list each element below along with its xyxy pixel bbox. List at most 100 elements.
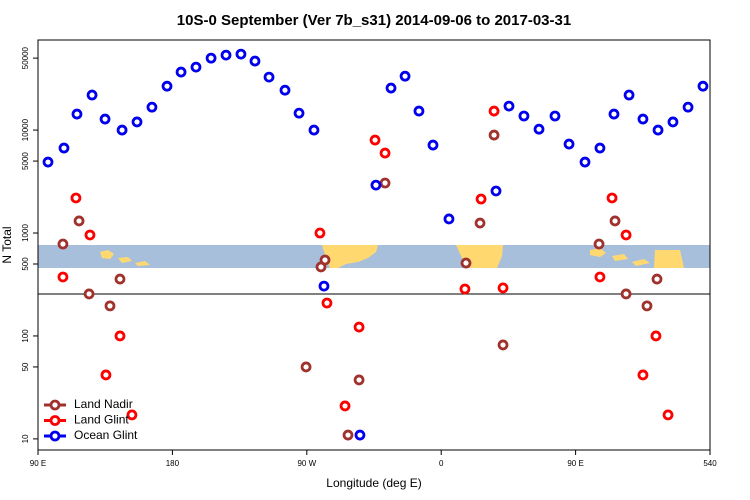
legend-label: Land Nadir	[74, 397, 133, 411]
point	[57, 271, 69, 283]
point	[662, 409, 674, 421]
point	[488, 105, 500, 117]
point	[114, 273, 126, 285]
x-tick-label: 540	[703, 459, 717, 468]
point	[263, 71, 275, 83]
point	[146, 101, 158, 113]
map-strip	[38, 245, 710, 268]
ocean-band	[38, 245, 710, 268]
land	[590, 248, 684, 268]
point	[549, 110, 561, 122]
point	[353, 321, 365, 333]
y-tick-label: 50000	[21, 46, 30, 69]
point	[490, 185, 502, 197]
point	[175, 66, 187, 78]
y-tick-label: 100	[21, 329, 30, 343]
land	[322, 245, 378, 268]
point	[563, 138, 575, 150]
y-tick-label: 5000	[21, 152, 30, 170]
point	[620, 229, 632, 241]
y-tick-label: 500	[21, 257, 30, 271]
point	[339, 400, 351, 412]
point	[460, 257, 472, 269]
point	[57, 238, 69, 250]
y-tick-label: 1000	[21, 224, 30, 242]
point	[606, 192, 618, 204]
x-tick-label: 180	[166, 459, 180, 468]
legend-marker	[49, 415, 61, 426]
point	[594, 271, 606, 283]
point	[161, 80, 173, 92]
y-tick-label: 10	[21, 434, 30, 443]
legend-marker	[49, 399, 61, 411]
point	[279, 84, 291, 96]
point	[651, 273, 663, 285]
point	[609, 215, 621, 227]
point	[99, 113, 111, 125]
point	[73, 215, 85, 227]
legend-label: Ocean Glint	[74, 428, 138, 442]
point	[459, 283, 471, 295]
point	[308, 124, 320, 136]
point	[318, 280, 330, 292]
point	[637, 113, 649, 125]
point	[579, 156, 591, 168]
point	[682, 101, 694, 113]
point	[104, 300, 116, 312]
y-tick-label: 10000	[21, 118, 30, 141]
point	[503, 100, 515, 112]
point	[235, 48, 247, 60]
x-tick-label: 90 E	[567, 459, 583, 468]
point	[379, 147, 391, 159]
point	[427, 139, 439, 151]
point	[399, 70, 411, 82]
y-tick-label: 50	[21, 362, 30, 371]
point	[131, 116, 143, 128]
point	[593, 238, 605, 250]
point	[385, 82, 397, 94]
point	[83, 288, 95, 300]
point	[71, 108, 83, 120]
point	[623, 89, 635, 101]
point	[474, 217, 486, 229]
point	[315, 261, 327, 273]
point	[114, 330, 126, 342]
point	[321, 297, 333, 309]
point	[70, 192, 82, 204]
point	[354, 429, 366, 441]
x-tick-label: 0	[439, 459, 444, 468]
point	[370, 179, 382, 191]
point	[488, 129, 500, 141]
legend-marker	[49, 430, 61, 442]
point	[667, 116, 679, 128]
land	[100, 250, 150, 266]
point	[650, 330, 662, 342]
point	[594, 142, 606, 154]
point	[126, 409, 138, 421]
point	[475, 193, 487, 205]
point	[353, 374, 365, 386]
point	[413, 105, 425, 117]
point	[86, 89, 98, 101]
point	[300, 361, 312, 373]
point	[100, 369, 112, 381]
point	[652, 124, 664, 136]
chart-title: 10S-0 September (Ver 7b_s31) 2014-09-06 …	[177, 12, 571, 29]
point	[249, 55, 261, 67]
point	[58, 142, 70, 154]
x-axis-label: Longitude (deg E)	[326, 476, 421, 490]
x-tick-label: 90 W	[297, 459, 316, 468]
point	[697, 80, 709, 92]
point	[205, 52, 217, 64]
point	[379, 177, 391, 189]
point	[620, 288, 632, 300]
point	[342, 429, 354, 441]
plot-frame	[37, 39, 711, 451]
point	[293, 107, 305, 119]
x-tick-label: 90 E	[30, 459, 46, 468]
point	[608, 108, 620, 120]
point	[533, 123, 545, 135]
point	[518, 110, 530, 122]
point	[641, 300, 653, 312]
